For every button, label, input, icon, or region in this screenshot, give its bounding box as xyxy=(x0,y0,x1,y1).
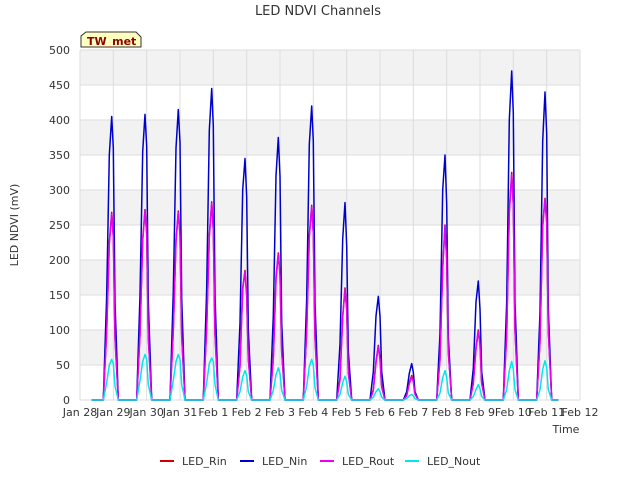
x-tick-label: Feb 8 xyxy=(432,406,462,419)
y-tick-label: 450 xyxy=(49,79,70,92)
y-tick-label: 0 xyxy=(63,394,70,407)
x-tick-label: Feb 9 xyxy=(465,406,495,419)
y-tick-label: 300 xyxy=(49,184,70,197)
legend-label: LED_Nout xyxy=(427,455,481,468)
grid-bands xyxy=(80,50,580,365)
series-line-led-nout xyxy=(91,353,559,401)
grid-band xyxy=(80,120,580,155)
y-tick-label: 400 xyxy=(49,114,70,127)
x-tick-label: Jan 28 xyxy=(62,406,97,419)
grid-band xyxy=(80,50,580,85)
y-tick-label: 150 xyxy=(49,289,70,302)
legend-label: LED_Rout xyxy=(342,455,395,468)
grid-lines xyxy=(79,49,581,401)
x-tick-label: Feb 12 xyxy=(562,406,599,419)
legend: LED_Rin LED_Nin LED_Rout LED_Nout xyxy=(160,455,481,468)
chart-title: LED NDVI Channels xyxy=(255,4,381,19)
legend-label: LED_Nin xyxy=(262,455,307,468)
grid-band xyxy=(80,190,580,225)
x-axis-label: Time xyxy=(552,423,580,436)
x-tick-label: Feb 4 xyxy=(298,406,328,419)
x-tick-label: Jan 31 xyxy=(162,406,197,419)
legend-label: LED_Rin xyxy=(182,455,227,468)
x-tick-label: Jan 30 xyxy=(128,406,163,419)
grid-band xyxy=(80,330,580,365)
x-tick-label: Feb 7 xyxy=(398,406,428,419)
x-tick-label: Feb 3 xyxy=(265,406,295,419)
x-tick-label: Feb 1 xyxy=(198,406,228,419)
x-tick-label: Feb 10 xyxy=(495,406,532,419)
badge-label: TW_met xyxy=(87,35,136,48)
y-tick-label: 100 xyxy=(49,324,70,337)
badge: TW_met xyxy=(80,31,142,48)
y-tick-label: 250 xyxy=(49,219,70,232)
y-axis-ticks: 0 50 100 150 200 250 300 350 400 450 500 xyxy=(49,44,70,407)
x-tick-label: Feb 5 xyxy=(332,406,362,419)
y-tick-label: 350 xyxy=(49,149,70,162)
y-tick-label: 500 xyxy=(49,44,70,57)
y-tick-label: 200 xyxy=(49,254,70,267)
series-lines xyxy=(91,70,559,401)
grid-band xyxy=(80,260,580,295)
x-tick-label: Feb 11 xyxy=(528,406,565,419)
x-tick-label: Feb 2 xyxy=(232,406,262,419)
x-tick-label: Jan 29 xyxy=(95,406,130,419)
y-axis-label: LED NDVI (mV) xyxy=(8,184,21,267)
y-tick-label: 50 xyxy=(56,359,70,372)
x-tick-label: Feb 6 xyxy=(365,406,395,419)
